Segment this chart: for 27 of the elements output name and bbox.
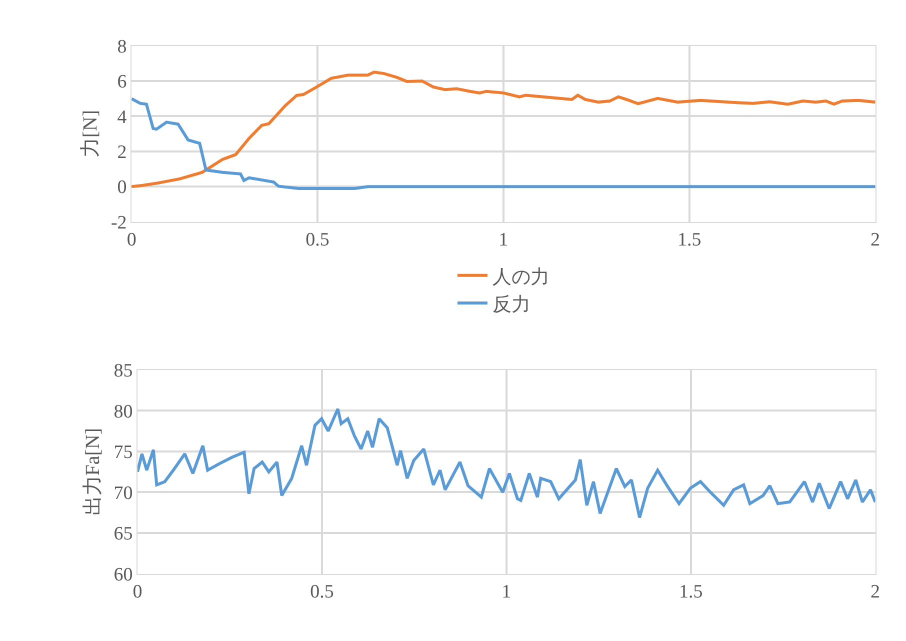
x-tick-label: 1 bbox=[502, 582, 512, 603]
line-series bbox=[132, 97, 876, 190]
y-tick-label: 60 bbox=[114, 564, 133, 586]
x-tick-label: 1.5 bbox=[677, 230, 702, 251]
x-tick-label: 0.5 bbox=[310, 582, 334, 603]
legend-label: 人の力 bbox=[492, 266, 550, 288]
x-tick-label: 1 bbox=[498, 230, 508, 251]
y-tick-label: 8 bbox=[117, 36, 127, 58]
y-tick-label: -2 bbox=[110, 212, 127, 234]
y-tick-label: 4 bbox=[117, 106, 128, 128]
legend-label: 反力 bbox=[492, 294, 530, 316]
x-tick-label: 2 bbox=[870, 582, 880, 603]
line-series bbox=[138, 407, 876, 520]
y-tick-label: 70 bbox=[114, 482, 133, 504]
y-tick-label: 65 bbox=[114, 524, 133, 545]
y-axis-title: 出力Fa[N] bbox=[82, 428, 104, 516]
y-axis-title: 力[N] bbox=[79, 110, 102, 158]
x-tick-label: 2 bbox=[870, 230, 880, 251]
y-tick-label: 85 bbox=[114, 360, 133, 382]
line-series bbox=[132, 70, 876, 188]
x-tick-label: 1.5 bbox=[678, 582, 703, 603]
y-tick-label: 80 bbox=[114, 401, 133, 422]
x-tick-label: 0.5 bbox=[306, 230, 330, 251]
y-tick-label: 2 bbox=[117, 142, 127, 164]
y-tick-label: 6 bbox=[117, 72, 127, 93]
y-tick-label: 75 bbox=[114, 442, 133, 464]
y-tick-label: 0 bbox=[117, 177, 127, 198]
